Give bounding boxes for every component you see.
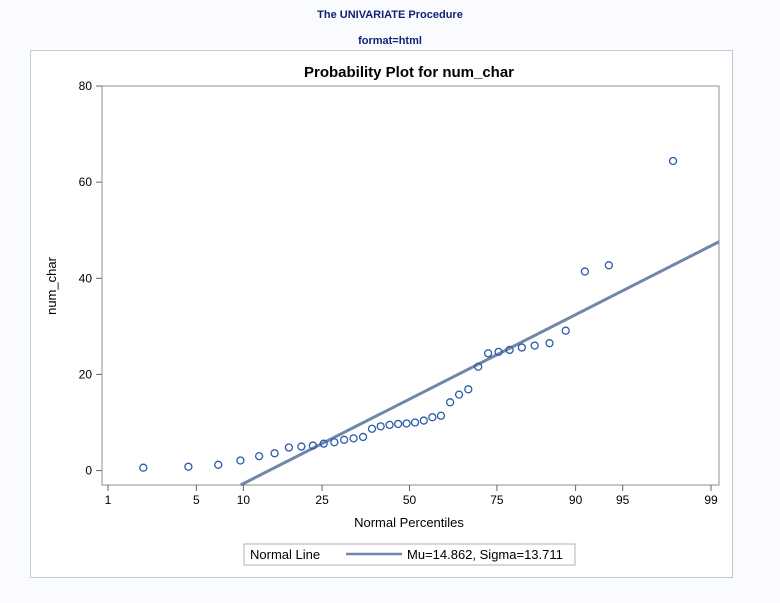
x-tick-label: 25 — [315, 493, 329, 507]
data-point — [483, 349, 493, 358]
data-point — [284, 443, 294, 452]
x-tick-label: 75 — [490, 493, 504, 507]
data-point — [474, 362, 483, 371]
data-point — [254, 452, 264, 461]
x-tick-label: 1 — [105, 493, 112, 507]
data-point — [428, 413, 437, 422]
legend: Normal Line Mu=14.862, Sigma=13.711 — [243, 543, 576, 566]
data-point — [376, 422, 385, 431]
y-tick-label: 40 — [79, 271, 93, 285]
data-point — [297, 442, 306, 451]
x-axis-title: Normal Percentiles — [354, 515, 464, 530]
data-point — [445, 398, 455, 407]
data-point — [494, 347, 503, 356]
y-axis: 0 20 40 60 80 — [79, 79, 102, 478]
data-point — [668, 156, 678, 166]
x-axis: 1 5 10 25 50 75 90 95 99 — [105, 485, 718, 507]
data-point — [349, 434, 358, 443]
y-tick-label: 60 — [79, 175, 93, 189]
data-point — [530, 341, 539, 350]
data-point — [410, 418, 420, 427]
data-point — [436, 411, 446, 420]
data-point — [236, 456, 245, 465]
data-point — [402, 419, 411, 428]
data-point — [367, 424, 377, 433]
legend-title: Normal Line — [250, 547, 320, 562]
data-point — [214, 460, 223, 469]
legend-entry: Mu=14.862, Sigma=13.711 — [407, 547, 563, 562]
data-point — [419, 416, 428, 425]
legend-box — [243, 543, 576, 566]
y-tick-label: 80 — [79, 79, 93, 93]
data-point — [517, 343, 527, 352]
data-point — [385, 420, 394, 430]
data-point — [604, 261, 614, 270]
data-point — [580, 267, 590, 276]
data-points — [139, 156, 678, 472]
data-point — [464, 385, 473, 394]
x-tick-label: 10 — [237, 493, 251, 507]
data-point — [139, 463, 148, 472]
data-point — [505, 345, 514, 355]
y-axis-title: num_char — [44, 256, 59, 314]
graph-frame — [30, 50, 733, 578]
data-point — [330, 438, 339, 447]
x-tick-label: 5 — [193, 493, 200, 507]
data-point — [339, 435, 349, 444]
plot-area — [101, 85, 720, 486]
y-tick-label: 0 — [85, 464, 92, 478]
data-point — [561, 326, 570, 335]
data-point — [270, 449, 279, 458]
y-tick-label: 20 — [79, 367, 93, 381]
data-point — [454, 390, 464, 399]
data-point — [393, 419, 403, 429]
data-point — [319, 439, 328, 448]
data-point — [358, 432, 368, 442]
data-point — [545, 339, 554, 348]
x-tick-label: 90 — [569, 493, 583, 507]
x-tick-label: 50 — [403, 493, 417, 507]
chart-title: Probability Plot for num_char — [304, 64, 514, 81]
data-point — [184, 462, 193, 471]
format-title: format=html — [358, 35, 422, 47]
procedure-title: The UNIVARIATE Procedure — [317, 9, 463, 21]
x-tick-label: 99 — [704, 493, 718, 507]
data-point — [308, 441, 318, 450]
x-tick-label: 95 — [616, 493, 630, 507]
